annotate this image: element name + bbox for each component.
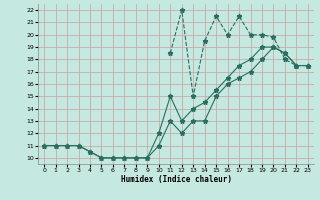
X-axis label: Humidex (Indice chaleur): Humidex (Indice chaleur): [121, 175, 231, 184]
